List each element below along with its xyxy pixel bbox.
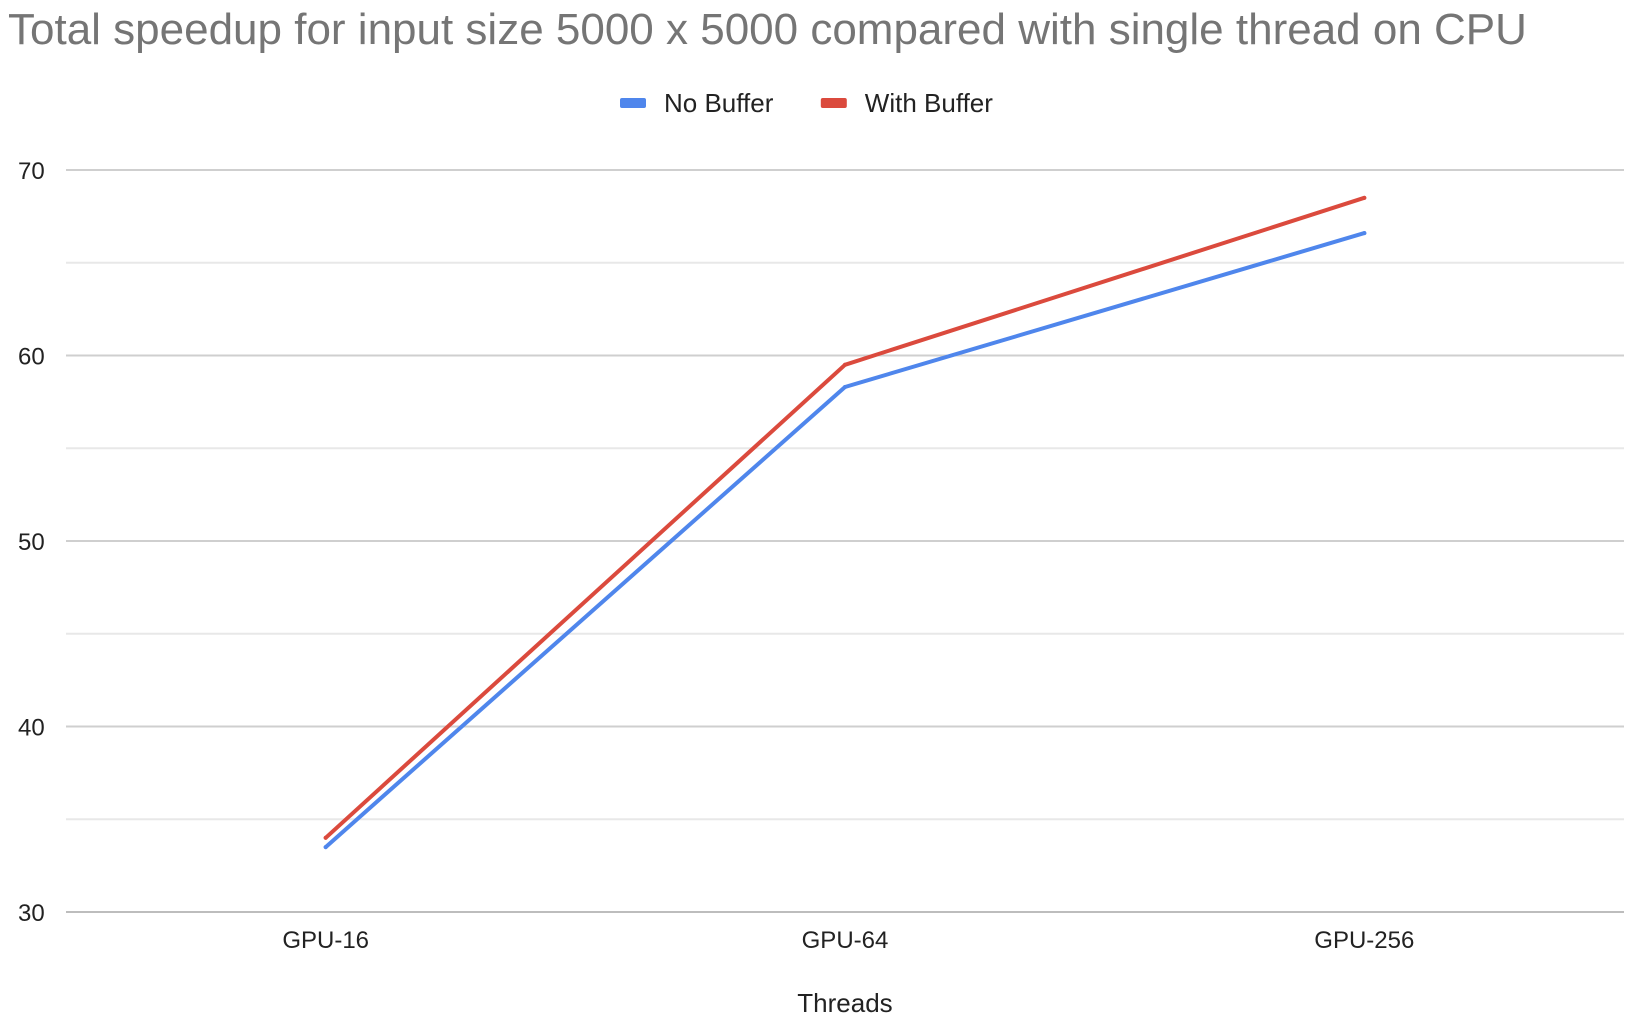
legend-label-with-buffer: With Buffer	[865, 88, 993, 118]
chart-title: Total speedup for input size 5000 x 5000…	[8, 5, 1527, 54]
data-point-with-buffer-gpu-256	[1362, 195, 1367, 200]
x-tick-label-gpu-16: GPU-16	[282, 927, 369, 954]
y-tick-label-70: 70	[18, 158, 45, 185]
data-point-with-buffer-gpu-64	[843, 362, 847, 367]
x-axis-title: Threads	[797, 988, 892, 1018]
series-lines	[323, 195, 1367, 850]
x-tick-label-gpu-64: GPU-64	[802, 927, 889, 954]
legend: No Buffer With Buffer	[620, 88, 993, 118]
x-axis-ticks: GPU-16 GPU-64 GPU-256	[282, 927, 1414, 954]
legend-swatch-no-buffer	[620, 98, 646, 108]
gridlines	[66, 169, 1624, 913]
y-tick-label-30: 30	[18, 900, 45, 927]
legend-swatch-with-buffer	[820, 98, 847, 108]
data-point-no-buffer-gpu-64	[843, 385, 847, 390]
y-tick-label-40: 40	[18, 715, 45, 742]
y-axis-ticks: 30 40 50 60 70	[18, 158, 45, 927]
y-tick-label-60: 60	[18, 344, 45, 371]
series-line-with-buffer	[323, 195, 1367, 840]
y-tick-label-50: 50	[18, 529, 45, 556]
legend-label-no-buffer: No Buffer	[664, 88, 774, 118]
x-tick-label-gpu-256: GPU-256	[1314, 927, 1414, 954]
data-point-no-buffer-gpu-256	[1362, 231, 1367, 236]
data-point-with-buffer-gpu-16	[323, 835, 328, 840]
data-point-no-buffer-gpu-16	[323, 845, 328, 850]
